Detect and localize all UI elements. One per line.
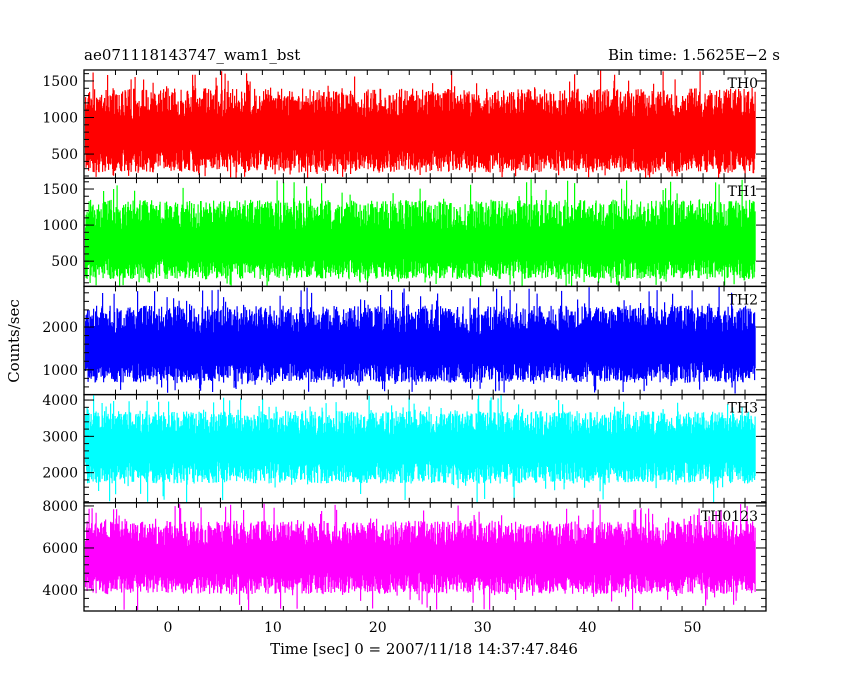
- series-band-th0123: [85, 548, 756, 571]
- y-tick-label: 6000: [42, 541, 78, 557]
- panel-label: TH2: [728, 292, 758, 308]
- panel-th1: 500 1000 1500 TH1: [42, 177, 767, 288]
- y-tick-label: 1500: [42, 182, 78, 198]
- y-tick-label: 8000: [42, 499, 78, 515]
- panel-label: TH0: [728, 76, 758, 92]
- y-axis-label: Counts/sec: [5, 299, 23, 383]
- series-band-th1: [85, 232, 756, 257]
- y-tick-label: 1000: [42, 218, 78, 234]
- panel-label: TH3: [728, 401, 758, 417]
- series-band-th0: [85, 121, 756, 147]
- y-tick-label: 2000: [42, 320, 78, 336]
- x-tick-label: 40: [579, 620, 597, 636]
- y-tick-label: 2000: [42, 466, 78, 482]
- y-tick-label: 1000: [42, 363, 78, 379]
- y-tick-label: 500: [51, 254, 78, 270]
- chart-title-left: ae071118143747_wam1_bst: [84, 46, 300, 64]
- y-tick-label: 500: [51, 147, 78, 163]
- panel-frame: [83, 502, 767, 612]
- y-tick-label: 1000: [42, 111, 78, 127]
- x-tick-label: 30: [474, 620, 492, 636]
- chart-title-right: Bin time: 1.5625E−2 s: [608, 46, 780, 64]
- y-tick-label: 4000: [42, 583, 78, 599]
- x-tick-label: 50: [684, 620, 702, 636]
- panel-th3: 2000 3000 4000 TH3: [42, 393, 767, 504]
- x-tick-label: 0: [163, 620, 172, 636]
- panel-label: TH1: [728, 184, 758, 200]
- panel-th2: 1000 2000 TH2: [42, 285, 767, 396]
- panel-th0123: 4000 6000 8000 TH0123: [42, 499, 767, 612]
- series-band-th3: [85, 437, 756, 460]
- panel-label: TH0123: [701, 509, 758, 525]
- x-axis-label: Time [sec] 0 = 2007/11/18 14:37:47.846: [270, 640, 578, 658]
- series-band-th2: [85, 337, 756, 361]
- y-tick-label: 3000: [42, 429, 78, 445]
- x-tick-label: 10: [264, 620, 282, 636]
- y-tick-label: 1500: [42, 74, 78, 90]
- x-tick-label: 20: [369, 620, 387, 636]
- panel-th0: 500 1000 1500 TH0: [42, 69, 767, 179]
- y-tick-label: 4000: [42, 393, 78, 409]
